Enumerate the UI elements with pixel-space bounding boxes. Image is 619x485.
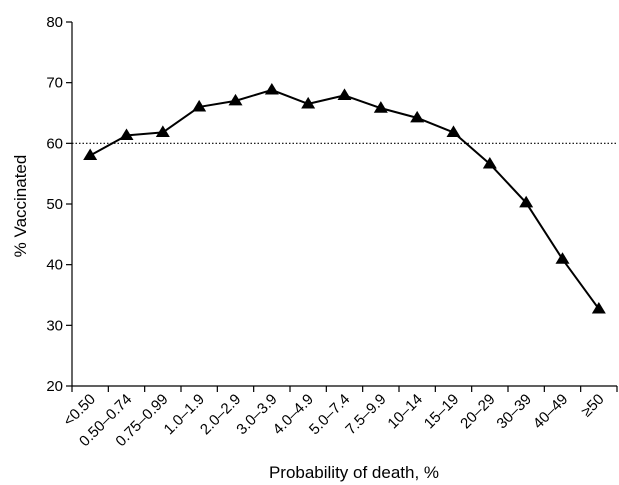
data-point-marker: [519, 195, 534, 208]
data-point-marker: [155, 125, 170, 137]
y-axis: 20 30 40 50 60 70 80: [46, 14, 73, 395]
data-point-marker: [119, 128, 134, 140]
y-tick-label: 50: [46, 196, 63, 213]
data-point-marker: [83, 148, 98, 161]
data-point-marker: [192, 99, 207, 112]
data-point-marker: [301, 96, 316, 109]
data-point-marker: [373, 101, 388, 113]
y-axis-title: % Vaccinated: [11, 155, 30, 258]
series-line: [89, 88, 600, 310]
y-tick-label: 40: [46, 257, 63, 274]
data-point-marker: [591, 301, 606, 314]
data-point-marker: [555, 252, 570, 264]
data-point-marker: [337, 88, 352, 100]
y-tick-label: 60: [46, 135, 63, 152]
x-axis-title: Probability of death, %: [269, 463, 439, 482]
x-tick-label: 40–49: [530, 391, 572, 433]
data-point-marker: [482, 156, 497, 169]
x-tick-label: 7.5–9.9: [342, 391, 389, 438]
x-tick-label: 20–29: [457, 391, 499, 433]
data-point-marker: [410, 110, 425, 123]
data-point-marker: [446, 125, 461, 137]
data-point-marker: [228, 93, 243, 106]
series-layer: [83, 82, 606, 314]
x-axis: <0.500.50–0.740.75–0.991.0–1.92.0–2.93.0…: [60, 385, 618, 450]
data-point-marker: [264, 82, 279, 95]
x-tick-label: 15–19: [421, 391, 463, 433]
y-tick-label: 20: [46, 378, 63, 395]
y-tick-label: 30: [46, 317, 63, 334]
x-tick-label: ≥50: [578, 391, 608, 421]
y-tick-label: 80: [46, 14, 63, 31]
x-tick-label: 10–14: [384, 391, 426, 433]
y-tick-label: 70: [46, 75, 63, 92]
x-tick-label: 30–39: [493, 391, 535, 433]
